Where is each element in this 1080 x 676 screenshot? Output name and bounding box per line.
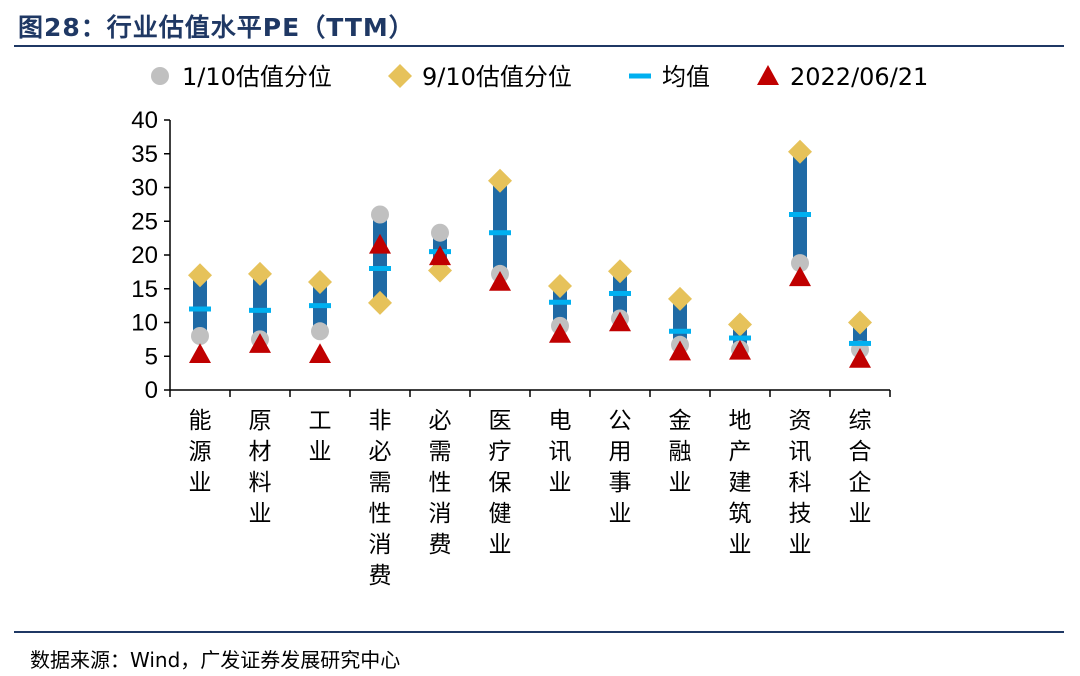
p90-point — [728, 312, 752, 337]
p10-point — [791, 254, 809, 273]
legend-label: 2022/06/21 — [790, 63, 928, 91]
legend-p10-symbol — [151, 67, 169, 85]
mean-marker — [609, 290, 631, 296]
category-label: 资讯科技业 — [789, 408, 812, 558]
top-divider — [14, 45, 1064, 47]
chart-marks — [188, 139, 872, 368]
p90-point — [188, 263, 212, 288]
y-tick-label: 5 — [145, 343, 158, 370]
legend-mean-symbol — [629, 73, 651, 79]
mean-marker — [549, 299, 571, 305]
y-tick-label: 0 — [145, 377, 158, 404]
category-label: 地产建筑业 — [729, 408, 752, 558]
figure-title: 图28：行业估值水平PE（TTM） — [18, 13, 415, 42]
current-point — [729, 339, 751, 360]
p10-point — [191, 327, 209, 345]
mean-marker — [189, 306, 211, 312]
p90-point — [848, 310, 872, 335]
range-bar — [553, 286, 567, 326]
current-point — [849, 347, 871, 368]
current-point — [369, 233, 391, 254]
category-label: 医疗保健业 — [489, 408, 512, 558]
mean-marker — [249, 307, 271, 313]
legend-label: 均值 — [662, 63, 710, 91]
current-point — [669, 340, 691, 361]
current-point — [189, 343, 211, 364]
p10-point — [311, 322, 329, 341]
current-point — [789, 266, 811, 287]
p90-point — [368, 290, 392, 315]
mean-marker — [669, 328, 691, 334]
source-note: 数据来源：Wind，广发证券发展研究中心 — [30, 648, 401, 672]
p90-point — [668, 286, 692, 311]
p90-point — [788, 139, 812, 164]
bottom-divider — [14, 631, 1064, 633]
category-label: 原材料业 — [249, 408, 272, 527]
legend-current-symbol — [757, 65, 779, 85]
mean-marker — [789, 212, 811, 217]
range-bar — [193, 275, 207, 336]
current-point — [429, 245, 451, 266]
current-point — [609, 311, 631, 332]
y-tick-label: 40 — [131, 107, 158, 134]
pe-range-chart: 1/10估值分位 9/10估值分位 均值 2022/06/21 0 5 10 15 20 25 3… — [131, 63, 928, 589]
y-tick-label: 25 — [131, 208, 158, 235]
legend-label: 1/10估值分位 — [182, 63, 332, 91]
p10-point — [371, 205, 389, 224]
mean-marker — [849, 340, 871, 346]
y-tick-label: 30 — [131, 175, 158, 202]
category-label: 必需性消费 — [429, 408, 452, 558]
y-tick-label: 20 — [131, 242, 158, 269]
category-label: 能源业 — [189, 408, 212, 496]
mean-marker — [309, 303, 331, 309]
category-label: 电讯业 — [549, 408, 572, 496]
category-label: 非必需性消费 — [369, 408, 392, 589]
y-tick-label: 15 — [131, 276, 158, 303]
category-label: 公用事业 — [609, 408, 632, 527]
mean-marker — [729, 335, 751, 341]
current-point — [549, 322, 571, 343]
category-label: 综合企业 — [849, 408, 872, 527]
category-label: 金融业 — [669, 408, 692, 496]
p90-point — [488, 168, 512, 193]
current-point — [249, 333, 271, 353]
current-point — [489, 271, 511, 291]
mean-marker — [489, 230, 511, 236]
range-bar — [373, 214, 387, 303]
range-bar — [253, 273, 267, 340]
legend-p90-symbol — [388, 64, 412, 88]
y-axis: 0 5 10 15 20 25 30 35 40 — [131, 107, 171, 404]
mean-marker — [369, 266, 391, 271]
range-bar — [493, 180, 507, 274]
y-tick-label: 35 — [131, 141, 158, 168]
p90-point — [548, 274, 572, 299]
y-tick-label: 10 — [131, 310, 158, 337]
p10-point — [431, 223, 449, 242]
legend-label: 9/10估值分位 — [422, 63, 572, 91]
range-bar — [793, 151, 807, 264]
current-point — [309, 343, 331, 364]
category-label: 工业 — [309, 408, 332, 465]
p90-point — [308, 270, 332, 294]
legend: 1/10估值分位 9/10估值分位 均值 2022/06/21 — [151, 63, 928, 91]
x-axis: 能源业 原材料业 工业 非必需性消费 必需性消费 医疗保健业 电讯业 公用事业 金融业 地产建筑业… — [169, 389, 891, 589]
p90-point — [248, 261, 272, 286]
p90-point — [608, 259, 632, 284]
